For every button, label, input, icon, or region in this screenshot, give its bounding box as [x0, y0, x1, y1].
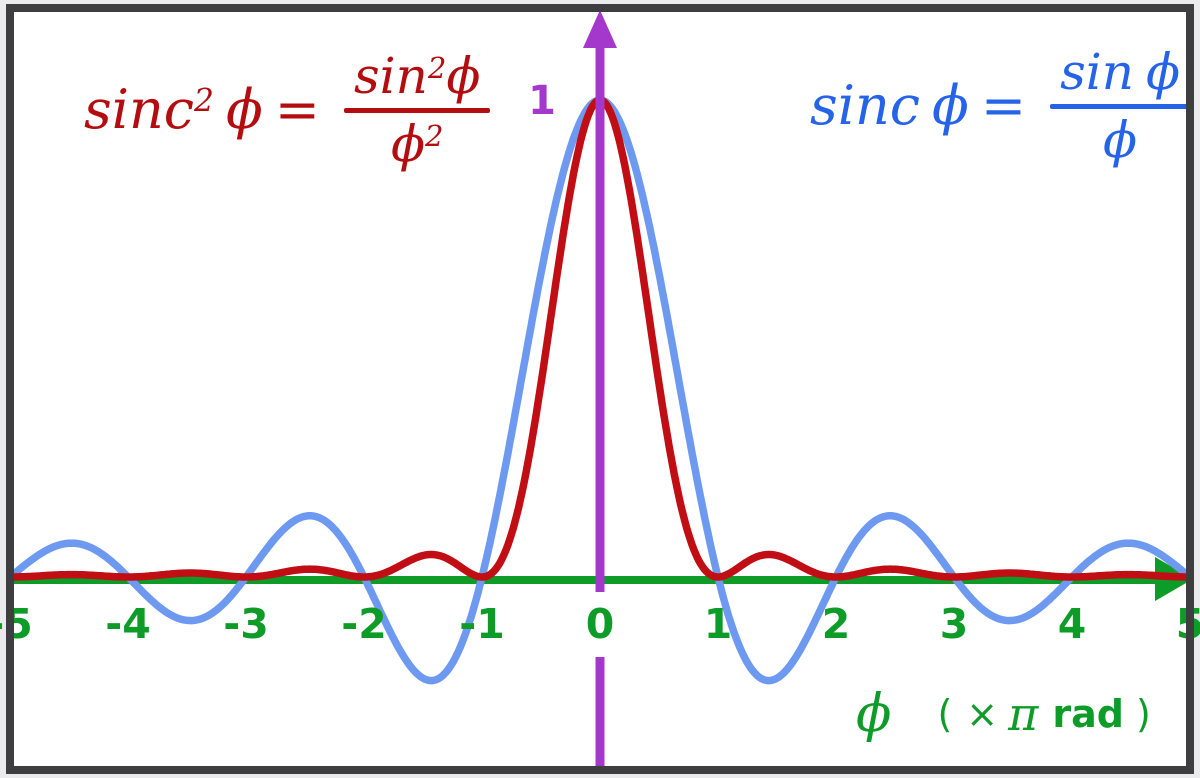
fraction-denominator: ϕ — [1093, 110, 1147, 169]
formula-lhs: sinc ϕ — [810, 79, 969, 133]
sinc-squared-formula: sinc2 ϕ = sin2ϕ ϕ2 — [84, 50, 491, 173]
formula-func-name: sinc — [84, 78, 195, 141]
x-tick-label: -2 — [341, 600, 387, 648]
numerator-func: sin — [354, 47, 428, 105]
y-axis-value-label: 1 — [528, 78, 556, 124]
open-paren: ( — [937, 692, 953, 736]
equals-sign: = — [274, 78, 321, 141]
x-axis-label: ϕ ( × π rad ) — [856, 684, 1151, 744]
x-tick-label: 4 — [1057, 600, 1087, 648]
x-tick-label: -3 — [223, 600, 269, 648]
phi-symbol: ϕ — [856, 684, 892, 744]
fraction-numerator: sin2ϕ — [344, 50, 490, 103]
numerator-func: sin — [1060, 43, 1134, 101]
x-tick-label: -1 — [459, 600, 505, 648]
formula-exponent: 2 — [194, 83, 214, 120]
x-tick-label: 5 — [1175, 600, 1200, 648]
numerator-phi: ϕ — [446, 47, 481, 105]
x-tick-label: 2 — [821, 600, 851, 648]
sinc-formula: sinc ϕ = sin ϕ ϕ — [810, 46, 1191, 169]
denominator-exponent: 2 — [425, 118, 444, 153]
close-paren: ) — [1135, 692, 1151, 736]
fraction-bar — [1050, 103, 1191, 109]
x-tick-label: -4 — [105, 600, 151, 648]
fraction-numerator: sin ϕ — [1050, 46, 1190, 99]
denominator-phi: ϕ — [390, 114, 426, 173]
numerator-phi: ϕ — [1145, 43, 1181, 101]
denominator-phi: ϕ — [1103, 110, 1138, 169]
x-tick-label: 0 — [585, 600, 615, 648]
numerator-exponent: 2 — [427, 50, 447, 85]
formula-phi: ϕ — [932, 74, 969, 137]
x-tick-label: 1 — [703, 600, 733, 648]
formula-phi: ϕ — [225, 78, 263, 141]
equals-sign: = — [980, 74, 1027, 137]
fraction-bar — [344, 107, 491, 113]
pi-symbol: π — [1008, 687, 1039, 741]
x-tick-label: 3 — [939, 600, 969, 648]
fraction-denominator: ϕ2 — [381, 114, 454, 173]
formula-func-name: sinc — [810, 74, 921, 137]
y-axis-arrow — [583, 10, 617, 48]
rad-unit: rad — [1052, 692, 1124, 736]
times-symbol: × — [966, 692, 999, 736]
x-tick-label: -5 — [0, 600, 33, 648]
fraction: sin2ϕ ϕ2 — [344, 50, 491, 173]
fraction: sin ϕ ϕ — [1050, 46, 1191, 169]
formula-lhs: sinc2 ϕ — [84, 83, 263, 137]
